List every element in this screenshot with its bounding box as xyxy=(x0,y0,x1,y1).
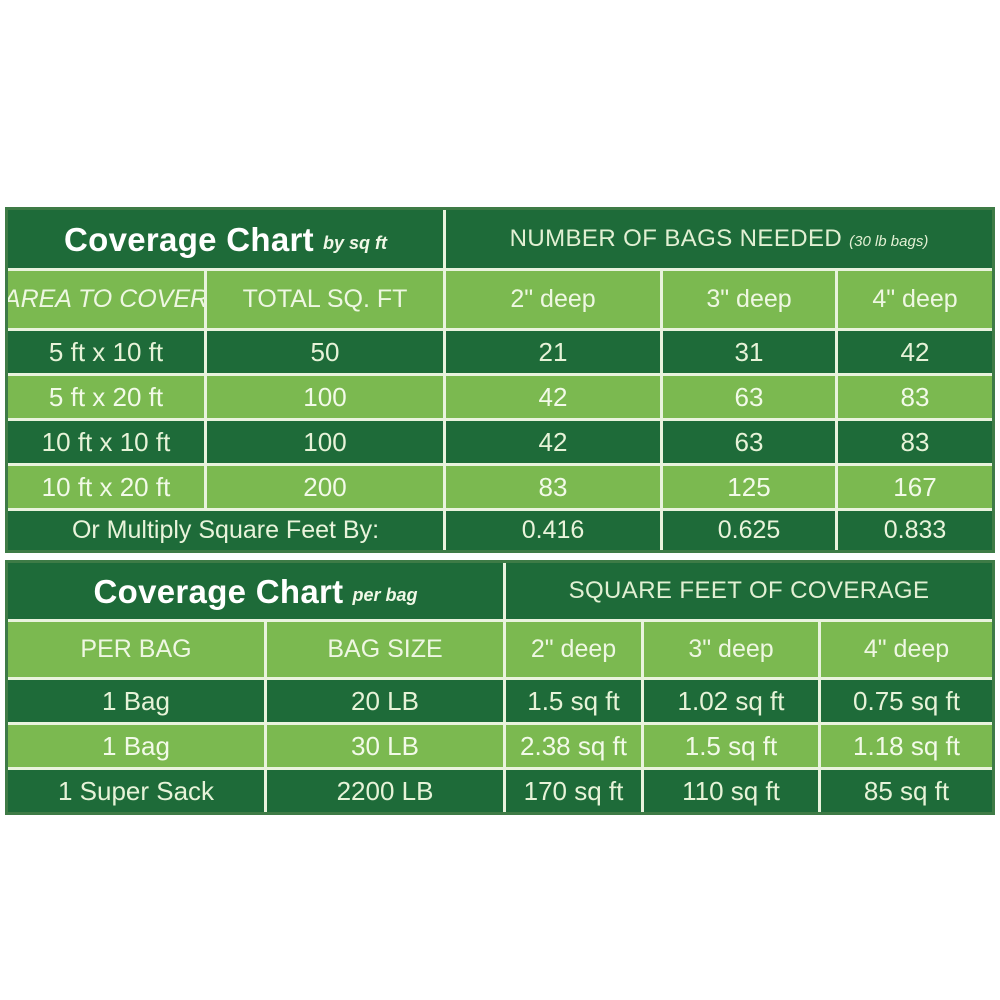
table-cell: 0.75 sq ft xyxy=(821,680,992,722)
table-title: Coverage Chart xyxy=(93,572,344,610)
table-cell: 20 LB xyxy=(267,680,503,722)
table-cell: 10 ft x 20 ft xyxy=(8,466,204,508)
column-header-cell: PER BAG xyxy=(8,622,264,677)
table-cell: 100 xyxy=(207,376,443,418)
column-header-cell: BAG SIZE xyxy=(267,622,503,677)
coverage-header-cell: SQUARE FEET OF COVERAGE xyxy=(506,563,992,619)
coverage-chart-per-bag-table: Coverage Chart per bag SQUARE FEET OF CO… xyxy=(5,560,995,815)
table-cell: 30 LB xyxy=(267,725,503,767)
table-body: 5 ft x 10 ft 50 21 31 42 5 ft x 20 ft 100 42 63 8… xyxy=(8,331,992,508)
table-row: 10 ft x 20 ft 200 83 125 167 xyxy=(8,466,992,508)
table-cell: 83 xyxy=(838,376,992,418)
multiplier-value: 0.833 xyxy=(838,511,992,550)
table-title-cell: Coverage Chart per bag xyxy=(8,563,503,619)
coverage-header: SQUARE FEET OF COVERAGE xyxy=(568,577,930,604)
column-header-cell: 3" deep xyxy=(644,622,818,677)
column-header-cell: 4" deep xyxy=(838,271,992,328)
table-cell: 125 xyxy=(663,466,835,508)
table-cell: 2.38 sq ft xyxy=(506,725,641,767)
multiplier-value: 0.625 xyxy=(663,511,835,550)
table-row: 5 ft x 10 ft 50 21 31 42 xyxy=(8,331,992,373)
multiplier-label: Or Multiply Square Feet By: xyxy=(8,511,443,550)
table-cell: 83 xyxy=(446,466,660,508)
table-cell: 63 xyxy=(663,376,835,418)
column-header-row: PER BAG BAG SIZE 2" deep 3" deep 4" deep xyxy=(8,622,992,677)
table-title-row: Coverage Chart by sq ft NUMBER OF BAGS N… xyxy=(8,210,992,268)
bags-needed-header-cell: NUMBER OF BAGS NEEDED (30 lb bags) xyxy=(446,210,992,268)
column-header-cell: 3" deep xyxy=(663,271,835,328)
table-cell: 1.5 sq ft xyxy=(506,680,641,722)
table-cell: 1 Bag xyxy=(8,725,264,767)
table-title-cell: Coverage Chart by sq ft xyxy=(8,210,443,268)
table-title-row: Coverage Chart per bag SQUARE FEET OF CO… xyxy=(8,563,992,619)
column-header-cell: 2" deep xyxy=(446,271,660,328)
table-cell: 1.18 sq ft xyxy=(821,725,992,767)
table-cell: 1 Bag xyxy=(8,680,264,722)
table-cell: 31 xyxy=(663,331,835,373)
table-row: 5 ft x 20 ft 100 42 63 83 xyxy=(8,376,992,418)
table-cell: 10 ft x 10 ft xyxy=(8,421,204,463)
table-cell: 2200 LB xyxy=(267,770,503,812)
table-cell: 100 xyxy=(207,421,443,463)
column-header-row: AREA TO COVER TOTAL SQ. FT 2" deep 3" deep 4… xyxy=(8,271,992,328)
table-title: Coverage Chart xyxy=(64,220,314,258)
column-header-cell: TOTAL SQ. FT xyxy=(207,271,443,328)
table-cell: 5 ft x 20 ft xyxy=(8,376,204,418)
table-cell: 85 sq ft xyxy=(821,770,992,812)
table-cell: 42 xyxy=(838,331,992,373)
column-header-cell: AREA TO COVER xyxy=(8,271,204,328)
table-cell: 200 xyxy=(207,466,443,508)
table-cell: 42 xyxy=(446,376,660,418)
table-title-note: by sq ft xyxy=(322,233,387,253)
table-cell: 1.02 sq ft xyxy=(644,680,818,722)
table-cell: 5 ft x 10 ft xyxy=(8,331,204,373)
table-row: 10 ft x 10 ft 100 42 63 83 xyxy=(8,421,992,463)
table-cell: 170 sq ft xyxy=(506,770,641,812)
bags-needed-header-note: (30 lb bags) xyxy=(849,232,929,250)
table-cell: 50 xyxy=(207,331,443,373)
table-row: 1 Bag 20 LB 1.5 sq ft 1.02 sq ft 0.75 sq ft xyxy=(8,680,992,722)
column-header-cell: 2" deep xyxy=(506,622,641,677)
table-cell: 21 xyxy=(446,331,660,373)
table-cell: 83 xyxy=(838,421,992,463)
multiplier-value: 0.416 xyxy=(446,511,660,550)
table-cell: 167 xyxy=(838,466,992,508)
table-cell: 1 Super Sack xyxy=(8,770,264,812)
multiplier-row: Or Multiply Square Feet By: 0.416 0.625 … xyxy=(8,511,992,550)
table-body: 1 Bag 20 LB 1.5 sq ft 1.02 sq ft 0.75 sq ft 1… xyxy=(8,680,992,812)
table-cell: 42 xyxy=(446,421,660,463)
table-row: 1 Super Sack 2200 LB 170 sq ft 110 sq ft 85 … xyxy=(8,770,992,812)
table-cell: 1.5 sq ft xyxy=(644,725,818,767)
table-row: 1 Bag 30 LB 2.38 sq ft 1.5 sq ft 1.18 sq ft xyxy=(8,725,992,767)
table-cell: 110 sq ft xyxy=(644,770,818,812)
table-cell: 63 xyxy=(663,421,835,463)
column-header-cell: 4" deep xyxy=(821,622,992,677)
bags-needed-header: NUMBER OF BAGS NEEDED xyxy=(509,225,843,252)
coverage-chart-by-sqft-table: Coverage Chart by sq ft NUMBER OF BAGS N… xyxy=(5,207,995,553)
table-title-note: per bag xyxy=(352,585,418,605)
